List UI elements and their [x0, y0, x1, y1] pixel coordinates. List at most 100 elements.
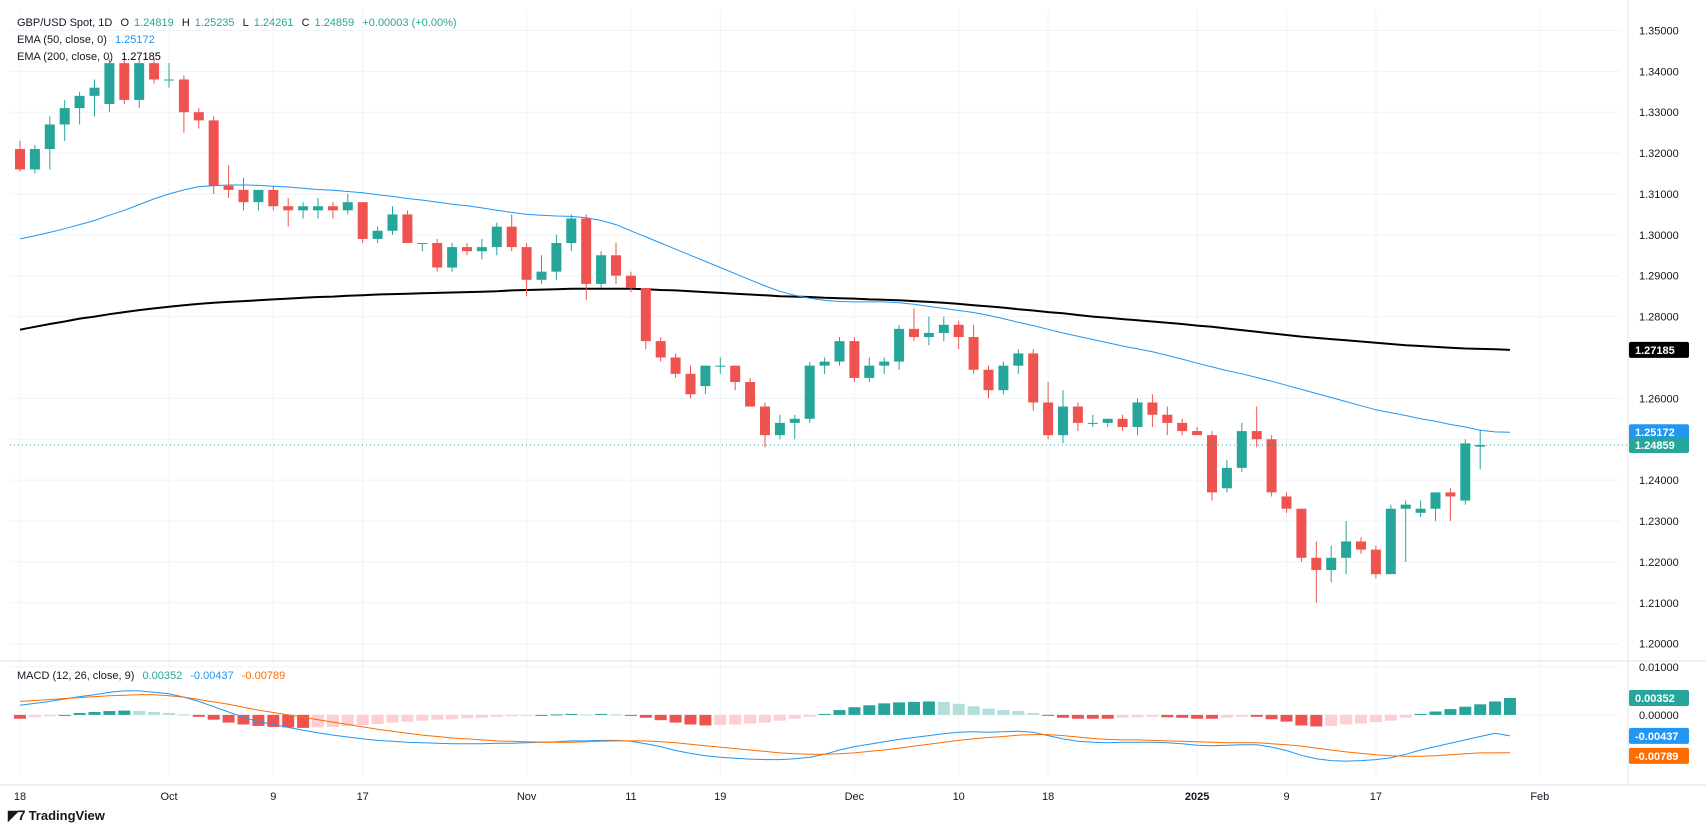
candle-body [1236, 431, 1247, 468]
macd-hist-bar [1399, 714, 1412, 718]
ohlc-low: 1.24261 [253, 17, 294, 29]
price-tick-label: 1.23000 [1639, 516, 1679, 528]
ema50-line [19, 184, 1511, 433]
time-tick-label: 10 [953, 791, 965, 803]
candle-body [581, 218, 592, 284]
ema200-line [19, 287, 1511, 351]
macd-hist-bar [282, 714, 295, 728]
candle-body [1356, 541, 1366, 550]
macd-hist-bar [1504, 697, 1516, 715]
macd-hist-bar [922, 701, 935, 715]
macd-hist-bar [565, 713, 578, 715]
macd-hist-bar [371, 714, 384, 725]
time-tick-label: Nov [517, 791, 537, 803]
candle-body [551, 243, 562, 272]
macd-hist-bar [446, 714, 459, 720]
price-tick-label: 1.29000 [1639, 271, 1679, 283]
candle-body [29, 148, 40, 170]
macd-hist-bar [1071, 714, 1084, 719]
macd-hist-bar [192, 714, 205, 717]
macd-hist-bar [654, 714, 667, 721]
candle-body [223, 185, 234, 190]
macd-hist-bar [148, 712, 161, 715]
macd-hist-bar [1042, 714, 1055, 716]
macd-hist-bar [1474, 704, 1487, 715]
macd-hist-bar [341, 714, 354, 726]
macd-signal-value: -0.00789 [241, 670, 286, 682]
candle-body [1370, 549, 1381, 575]
ohlc-change: +0.00003 (+0.00%) [362, 17, 457, 29]
macd-hist-bar [788, 714, 801, 719]
macd-hist-value: 0.00352 [142, 670, 183, 682]
price-grid [10, 10, 1620, 775]
candle-body [1132, 402, 1143, 427]
candle-body [268, 189, 279, 207]
candle-body [193, 112, 204, 121]
macd-tick-label: 0.00000 [1639, 710, 1679, 722]
candle-body [1028, 353, 1039, 403]
candle-body [1326, 557, 1337, 571]
time-tick-label: 9 [270, 791, 276, 803]
candle-body [1400, 504, 1411, 509]
candle-body [1192, 431, 1203, 436]
macd-hist-bar [475, 714, 488, 718]
candle-body [1221, 467, 1232, 489]
macd-hist-bar [1027, 712, 1040, 715]
candle-body [1102, 418, 1113, 423]
candle-body [327, 206, 338, 211]
macd-hist-bar [1101, 714, 1114, 719]
ohlc-close: 1.24859 [314, 17, 355, 29]
price-tick-label: 1.34000 [1639, 66, 1679, 78]
macd-hist-bar [773, 714, 786, 721]
macd-hist-bar [505, 714, 518, 717]
candle-body [1296, 508, 1307, 558]
macd-hist-bar [326, 714, 339, 727]
candle-body [938, 324, 949, 333]
macd-hist-bar [878, 703, 891, 715]
ema200-label: EMA (200, close, 0) [17, 51, 113, 63]
macd-hist-bar [1057, 714, 1069, 718]
candle-body [804, 365, 815, 419]
candle-body [1147, 402, 1158, 415]
macd-hist-bar [431, 714, 444, 720]
macd-hist-bar [28, 714, 41, 718]
macd-hist-bar [1340, 714, 1353, 725]
candle-body [238, 189, 249, 203]
macd-hist-bar [222, 714, 235, 723]
ema50-price-tag-bg [1629, 424, 1689, 441]
ohlc-high: 1.25235 [194, 17, 235, 29]
time-tick-label: 18 [14, 791, 26, 803]
price-tick-label: 1.31000 [1639, 189, 1679, 201]
macd-hist-bar [1116, 714, 1129, 718]
macd-hist-bar [43, 714, 56, 717]
macd-line-value: -0.00437 [190, 670, 234, 682]
candle-body [104, 63, 115, 105]
macd-signal-line [19, 694, 1511, 757]
candle-body [1072, 406, 1083, 423]
candle-body [1475, 445, 1486, 447]
time-tick-label: Dec [845, 791, 865, 803]
price-tick-label: 1.24000 [1639, 475, 1679, 487]
candle-body [1117, 418, 1128, 427]
candle-body [834, 341, 845, 362]
candle-body [357, 202, 368, 239]
macd-hist-bar [1146, 714, 1159, 717]
macd-hist-bar [118, 710, 131, 715]
macd-hist-bar [1355, 714, 1367, 724]
macd-hist-bar [595, 713, 608, 715]
macd-label: MACD (12, 26, close, 9) [17, 670, 135, 682]
candle-body [372, 230, 383, 239]
macd-hist-bar [177, 714, 190, 716]
macd-hist-bar [982, 708, 995, 715]
macd-hist-bar [893, 702, 906, 715]
candle-body [462, 247, 472, 252]
macd-hist-bar [833, 710, 846, 715]
macd-hist-bar [1161, 714, 1174, 718]
candle-body [417, 243, 428, 245]
time-tick-label: Oct [160, 791, 177, 803]
candle-body [968, 337, 979, 370]
price-tick-label: 1.21000 [1639, 598, 1679, 610]
price-tick-label: 1.28000 [1639, 312, 1679, 324]
tradingview-logo[interactable]: ◤7 TradingView [8, 807, 105, 824]
